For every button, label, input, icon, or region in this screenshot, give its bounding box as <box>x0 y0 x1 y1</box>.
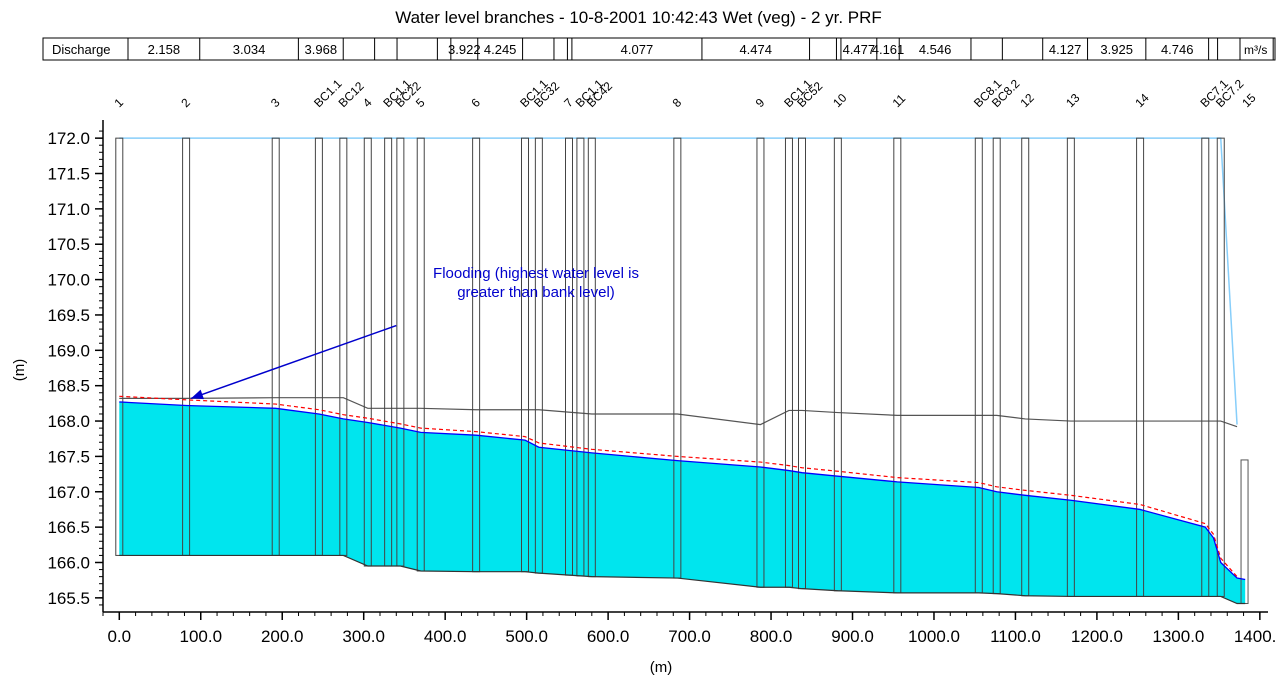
discharge-cell-value: 4.077 <box>621 42 654 57</box>
discharge-cell-value: 3.925 <box>1100 42 1133 57</box>
annotation-arrowhead <box>190 389 204 400</box>
x-tick-label: 1300.0 <box>1152 627 1204 646</box>
y-tick-label: 172.0 <box>47 129 90 148</box>
y-tick-label: 169.5 <box>47 306 90 325</box>
x-tick-label: 700.0 <box>668 627 711 646</box>
axes: 0.0 100.0 200.0 300.0 400.0 500.0 600.0 700.0 80… <box>47 120 1277 646</box>
section-label: 4 <box>360 95 375 110</box>
y-tick-label: 169.0 <box>47 341 90 360</box>
section-label: 12 <box>1017 91 1037 111</box>
annotation-arrow-line <box>190 324 397 400</box>
water-fill-area <box>119 401 1246 604</box>
discharge-cell-value: 4.474 <box>739 42 772 57</box>
section-label: 2 <box>178 95 193 110</box>
discharge-cell-value: 3.034 <box>233 42 266 57</box>
y-tick-label: 170.5 <box>47 235 90 254</box>
discharge-cell-value: 4.245 <box>484 42 517 57</box>
x-tick-label: 900.0 <box>831 627 874 646</box>
discharge-unit: m³/s <box>1244 43 1267 57</box>
x-tick-label: 300.0 <box>342 627 385 646</box>
y-tick-label: 171.0 <box>47 200 90 219</box>
y-axis-label: (m) <box>11 359 28 382</box>
section-label: 13 <box>1063 91 1083 111</box>
y-tick-label: 170.0 <box>47 271 90 290</box>
discharge-table: Discharge 2.158 3.034 3.968 3.922 4.245 4.077 4… <box>42 37 1276 61</box>
discharge-cell-value: 3.968 <box>305 42 338 57</box>
section-label: 14 <box>1132 91 1152 111</box>
discharge-label: Discharge <box>52 42 111 57</box>
section-label: 6 <box>468 95 483 110</box>
x-tick-label: 1200.0 <box>1071 627 1123 646</box>
section-label: 3 <box>268 95 283 110</box>
x-tick-label: 500.0 <box>505 627 548 646</box>
bed-line <box>119 554 1246 605</box>
chart-title: Water level branches - 10-8-2001 10:42:4… <box>395 8 882 27</box>
x-tick-label: 100.0 <box>179 627 222 646</box>
x-tick-label: 800.0 <box>750 627 793 646</box>
x-tick-label: 1000.0 <box>908 627 960 646</box>
discharge-cell-value: 2.158 <box>148 42 181 57</box>
max-level-line <box>119 137 1238 425</box>
y-tick-label: 165.5 <box>47 589 90 608</box>
section-label: 8 <box>670 95 685 110</box>
y-tick-label: 166.5 <box>47 518 90 537</box>
y-tick-label: 166.0 <box>47 553 90 572</box>
x-tick-label: 1400.0 <box>1234 627 1277 646</box>
discharge-table-frame <box>42 37 1276 61</box>
discharge-cell-value: 4.127 <box>1049 42 1082 57</box>
y-tick-label: 168.5 <box>47 377 90 396</box>
x-tick-label: 600.0 <box>587 627 630 646</box>
discharge-cell-value: 4.161 <box>872 42 905 57</box>
bank-level-line <box>119 397 1238 428</box>
energy-line <box>119 395 1238 578</box>
y-tick-label: 167.5 <box>47 447 90 466</box>
x-tick-label: 200.0 <box>261 627 304 646</box>
discharge-cell-value: 3.922 <box>448 42 481 57</box>
water-level-line <box>119 401 1246 581</box>
section-label: 1 <box>112 95 127 110</box>
x-tick-label: 400.0 <box>424 627 467 646</box>
y-tick-label: 167.0 <box>47 483 90 502</box>
section-label: 9 <box>753 95 768 110</box>
x-tick-label: 1100.0 <box>990 627 1041 646</box>
x-axis-label: (m) <box>650 659 673 676</box>
annotation-text-line2: greater than bank level) <box>457 284 615 301</box>
section-label: 5 <box>413 95 428 110</box>
discharge-cell-value: 4.477 <box>843 42 876 57</box>
section-label: 10 <box>830 91 850 111</box>
y-tick-label: 168.0 <box>47 412 90 431</box>
y-tick-label: 171.5 <box>47 165 90 184</box>
section-label: 11 <box>890 91 909 110</box>
section-label: 15 <box>1239 91 1259 111</box>
x-tick-label: 0.0 <box>107 627 131 646</box>
annotation-text-line1: Flooding (highest water level is <box>433 265 639 282</box>
discharge-cell-value: 4.546 <box>919 42 952 57</box>
cross-section-post <box>1216 137 1225 597</box>
discharge-cell-value: 4.746 <box>1161 42 1194 57</box>
